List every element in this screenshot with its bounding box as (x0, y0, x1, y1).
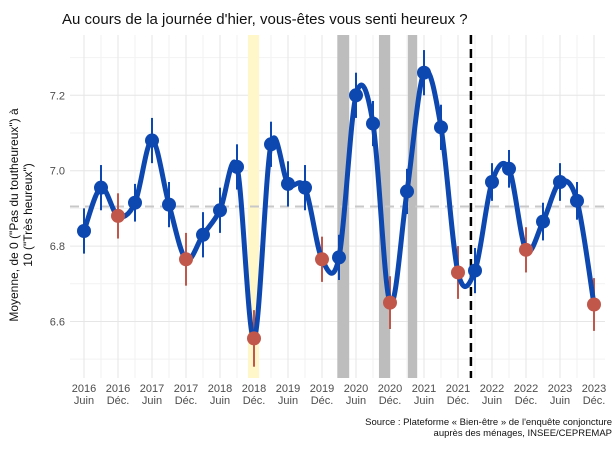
x-tick-label: 2019 Juin (276, 383, 300, 407)
point (179, 252, 193, 267)
point (451, 265, 465, 280)
point (434, 120, 448, 135)
point (162, 197, 176, 212)
point (264, 137, 278, 152)
y-tick-label: 6.6 (50, 316, 65, 328)
point (502, 161, 516, 176)
point (94, 180, 108, 195)
shaded-region (407, 35, 418, 378)
y-tick-label: 7.2 (50, 90, 65, 102)
point (468, 263, 482, 278)
point (332, 250, 346, 265)
point (570, 193, 584, 208)
point (298, 180, 312, 195)
x-tick-label: 2020 Juin (344, 383, 368, 407)
point (417, 65, 431, 80)
point (400, 184, 414, 199)
x-tick-label: 2016 Déc. (106, 383, 130, 407)
point (196, 227, 210, 242)
x-tick-label: 2017 Déc. (174, 383, 198, 407)
x-tick-label: 2022 Juin (480, 383, 504, 407)
shaded-region (378, 35, 390, 378)
line (81, 68, 597, 341)
point (315, 252, 329, 267)
point (536, 214, 550, 229)
y-axis-label: 10 ("Très heureux") (21, 163, 35, 266)
point (519, 242, 533, 257)
x-tick-label: 2023 Juin (548, 383, 572, 407)
x-tick-label: 2017 Juin (140, 383, 164, 407)
point (281, 176, 295, 191)
y-tick-label: 6.8 (50, 241, 65, 253)
y-tick-label: 7.0 (50, 166, 65, 178)
point (587, 297, 601, 312)
y-axis-label: Moyenne, de 0 ("Pas du toutheureux") à (7, 108, 21, 322)
point (111, 208, 125, 223)
point (213, 203, 227, 218)
point (349, 88, 363, 103)
x-tick-label: 2022 Déc. (514, 383, 538, 407)
point (485, 175, 499, 189)
point (366, 116, 380, 131)
x-tick-label: 2020 Déc. (378, 383, 402, 407)
point (553, 175, 567, 189)
point (77, 224, 91, 238)
x-tick-label: 2019 Déc. (310, 383, 334, 407)
x-tick-label: 2021 Juin (412, 383, 436, 407)
point (145, 133, 159, 148)
point (230, 159, 244, 174)
x-tick-label: 2018 Déc. (242, 383, 266, 407)
chart-title: Au cours de la journée d'hier, vous-êtes… (62, 11, 468, 28)
x-tick-label: 2018 Juin (208, 383, 232, 407)
point (247, 331, 261, 346)
point (383, 295, 397, 310)
x-tick-label: 2021 Déc. (446, 383, 470, 407)
x-tick-label: 2016 Juin (72, 383, 96, 407)
point (128, 195, 142, 210)
source: auprès des ménages, INSEE/CEPREMAP (434, 428, 612, 439)
source: Source : Plateforme « Bien-être » de l'e… (365, 417, 612, 428)
x-tick-label: 2023 Déc. (582, 383, 606, 407)
